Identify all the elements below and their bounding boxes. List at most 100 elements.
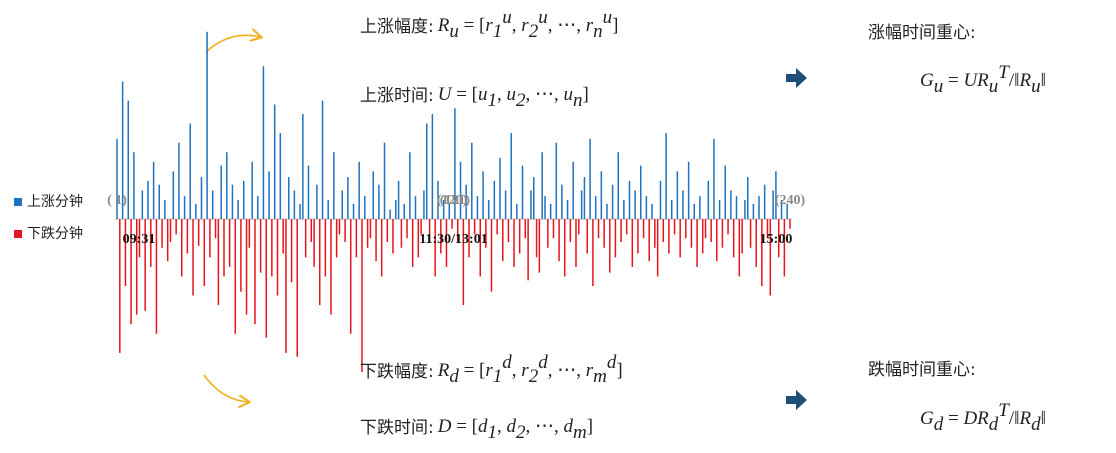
formula-label: 跌幅时间重心: (868, 360, 976, 380)
bar (741, 219, 743, 254)
bar (510, 133, 512, 220)
formula-part: r (521, 360, 529, 381)
bar (209, 219, 211, 258)
formula-part: T (998, 400, 1010, 421)
bar (558, 219, 560, 262)
bar (530, 190, 532, 220)
bar (609, 219, 611, 273)
bar (673, 219, 676, 235)
bar (192, 219, 194, 296)
bar (380, 219, 383, 277)
bar (513, 219, 515, 267)
bar (479, 219, 482, 277)
bar (471, 142, 473, 220)
bar (662, 219, 665, 243)
bar (372, 171, 374, 220)
formula-part: R (1018, 408, 1031, 429)
bar (124, 219, 127, 286)
bar (656, 219, 659, 277)
bar (307, 165, 310, 220)
formula-part: d (607, 352, 617, 373)
bar (327, 200, 329, 220)
bar (138, 219, 141, 258)
bar (552, 219, 555, 239)
bar (777, 219, 780, 258)
bar (786, 203, 788, 220)
bar (316, 184, 318, 220)
bar (634, 190, 636, 220)
bar (462, 219, 465, 306)
block-arrow (786, 390, 807, 410)
bar (617, 152, 619, 220)
formula-part: , (497, 416, 507, 437)
formula-part: d (989, 414, 999, 435)
index-label: (240) (775, 193, 806, 208)
bar (493, 180, 496, 220)
formula-part: 1 (493, 21, 503, 42)
bar (659, 180, 662, 220)
bar (724, 165, 726, 220)
formula-part: 2 (529, 366, 539, 387)
bar (563, 219, 566, 277)
bar (164, 200, 166, 220)
bar (735, 196, 738, 220)
bar (155, 219, 158, 334)
bar (226, 152, 228, 220)
bar (758, 196, 760, 220)
bar (313, 219, 315, 267)
bar (651, 203, 653, 220)
formula-part: u (934, 76, 944, 97)
bar (428, 219, 431, 243)
formula-part: G (920, 70, 934, 91)
bar (420, 219, 422, 235)
bar (445, 219, 448, 267)
bar (541, 152, 543, 220)
bar (789, 219, 791, 229)
bar (324, 219, 327, 277)
bar (535, 219, 538, 258)
bar (406, 219, 408, 239)
bar (434, 219, 436, 277)
bar (234, 219, 237, 334)
bar (333, 152, 335, 220)
bar (158, 184, 160, 220)
bar (713, 138, 715, 220)
bar (341, 190, 344, 220)
bar (544, 196, 546, 220)
formula-line: 下跌幅度: Rd = [r1d, r2d, ⋯, rmd] (360, 352, 623, 387)
bar (240, 219, 242, 292)
bar (425, 123, 428, 220)
formula-part: r (485, 15, 493, 36)
bar (330, 219, 332, 315)
formula-line: 跌幅时间重心: (868, 360, 976, 380)
bar (589, 138, 591, 220)
curved-arrow (203, 374, 248, 402)
bar (417, 219, 420, 258)
formula-part: /‖ (1009, 70, 1020, 91)
bar (518, 219, 521, 254)
bar (665, 133, 667, 220)
bar (502, 219, 504, 262)
bar (600, 171, 603, 220)
formula-part: m (593, 366, 607, 387)
bar (566, 200, 569, 220)
bar (152, 161, 155, 220)
bar (614, 219, 617, 258)
bar (358, 161, 360, 220)
formula-part: u (538, 7, 548, 28)
bar (237, 200, 239, 220)
bar (411, 219, 414, 267)
bar (161, 219, 163, 248)
bar (242, 180, 245, 220)
formulas: 上涨幅度: Ru = [r1u, r2u, ⋯, rnu]上涨时间: U = [u1… (360, 7, 1046, 443)
formula: Gu = URuT/‖Ru‖ (920, 62, 1046, 97)
formula-part: 2 (516, 422, 526, 443)
bar (448, 203, 451, 220)
bar (603, 219, 605, 248)
bar (668, 219, 670, 254)
bar (116, 138, 118, 220)
bar (217, 219, 220, 306)
formula: Gd = DRdT/‖Rd‖ (920, 400, 1046, 435)
bar (533, 177, 535, 220)
